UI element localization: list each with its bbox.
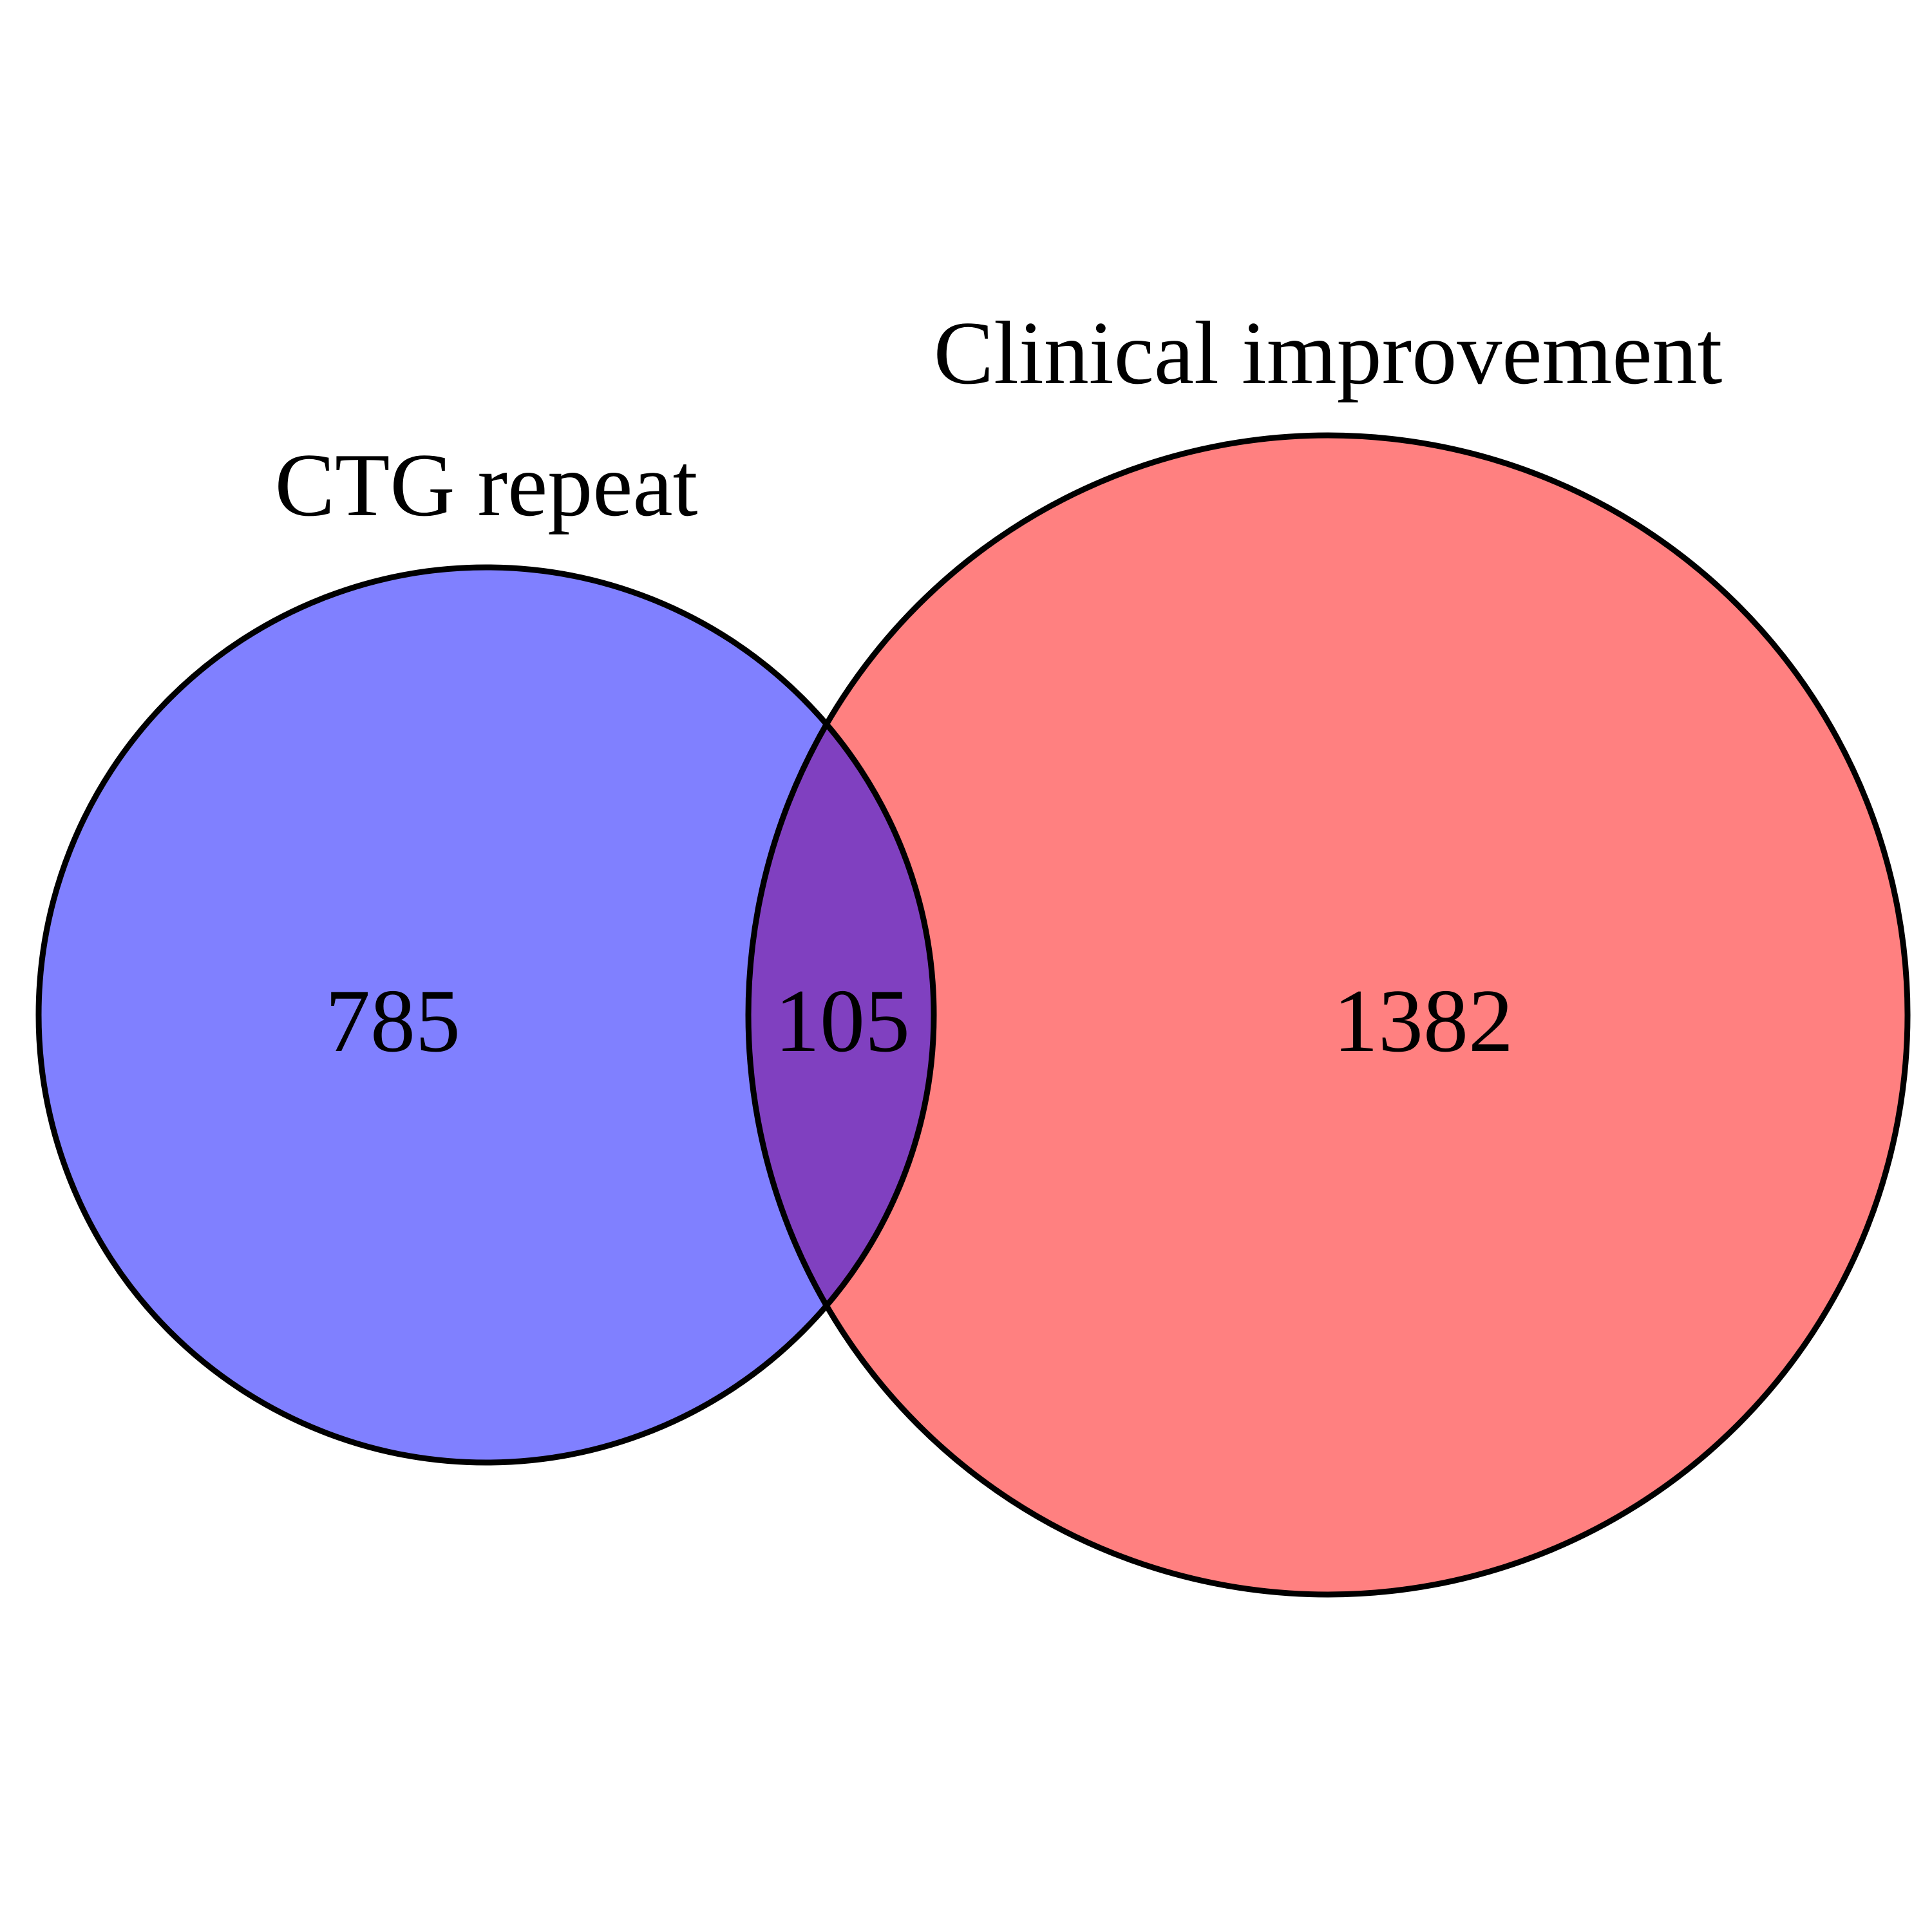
intersection-count: 105 <box>775 971 910 1071</box>
ctg-repeat-circle <box>39 567 934 1463</box>
ctg-repeat-outline <box>35 564 937 1466</box>
clinical-improvement-outline <box>745 432 1911 1598</box>
clinical-improvement-circle <box>748 435 1908 1595</box>
ctg-repeat-only-count: 785 <box>325 971 460 1071</box>
clinical-improvement-only-count: 1382 <box>1333 971 1513 1071</box>
clinical-improvement-label: Clinical improvement <box>934 303 1723 403</box>
ctg-repeat-label: CTG repeat <box>275 435 698 535</box>
